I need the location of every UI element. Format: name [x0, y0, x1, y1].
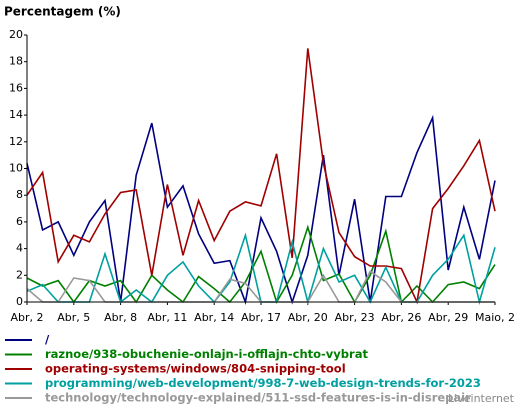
x-tick-label: Abr, 17 [241, 311, 281, 324]
x-tick-label: Abr, 26 [381, 311, 421, 324]
chart-title: Percentagem (%) [4, 5, 121, 19]
x-tick-label: Abr, 29 [428, 311, 468, 324]
y-tick-label: 4 [16, 242, 23, 255]
y-tick-label: 12 [9, 135, 23, 148]
x-tick-label: Abr, 8 [104, 311, 137, 324]
y-tick-label: 10 [9, 162, 23, 175]
legend-label: / [45, 333, 50, 347]
y-tick-label: 6 [16, 215, 23, 228]
y-tick-label: 14 [9, 108, 23, 121]
x-tick-label: Abr, 14 [194, 311, 234, 324]
legend-label: raznoe/938-obuchenie-onlajn-i-offlajn-ch… [45, 347, 368, 361]
y-tick-label: 8 [16, 188, 23, 201]
legend-label: programming/web-development/998-7-web-de… [45, 376, 481, 390]
y-tick-label: 2 [16, 268, 23, 281]
x-tick-label: Abr, 23 [335, 311, 375, 324]
watermark: Liveinternet [448, 392, 515, 405]
series-line [26, 114, 496, 305]
series-line [26, 224, 496, 304]
y-tick-label: 18 [9, 55, 23, 68]
x-tick-label: Abr, 20 [288, 311, 328, 324]
y-tick-label: 20 [9, 28, 23, 41]
x-tick-label: Abr, 5 [57, 311, 90, 324]
legend-label: technology/technology-explained/511-ssd-… [45, 391, 471, 405]
legend-label: operating-systems/windows/804-snipping-t… [45, 362, 346, 376]
y-tick-label: 16 [9, 81, 23, 94]
x-tick-label: Abr, 11 [147, 311, 187, 324]
x-tick-label: Abr, 2 [10, 311, 43, 324]
plot-area [27, 35, 495, 302]
y-tick-label: 0 [16, 295, 23, 308]
x-tick-label: Maio, 2 [475, 311, 515, 324]
